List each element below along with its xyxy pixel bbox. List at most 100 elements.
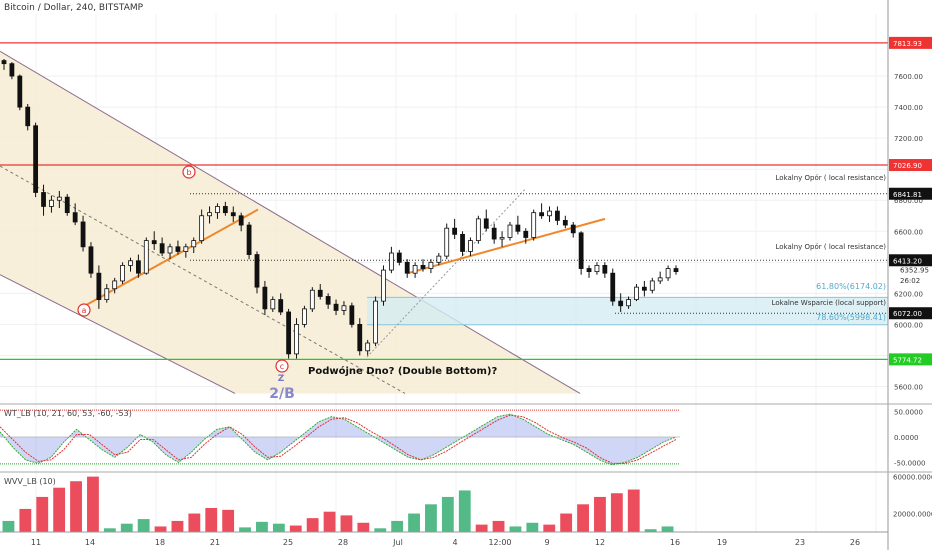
time-tick-label: 23 <box>795 538 805 547</box>
wvv-bar <box>306 518 319 532</box>
candle-body <box>1 60 7 65</box>
price-label-box <box>889 159 932 172</box>
candle-body <box>88 246 94 274</box>
candle-body <box>444 227 450 257</box>
candle-body <box>325 296 331 305</box>
candle-body <box>381 269 386 302</box>
candle-body <box>207 212 212 217</box>
time-tick-label: 4 <box>452 538 457 547</box>
channel-upper-line <box>0 50 581 394</box>
time-tick-label: Jul <box>392 538 403 547</box>
candle-body <box>483 218 489 229</box>
wvv-bar <box>70 481 82 532</box>
price-label-box <box>889 254 932 267</box>
local-resistance-note-1: Lokalny Opór ( local resistance) <box>776 174 887 182</box>
price-label: 26:02 <box>900 277 920 285</box>
candle-body <box>159 243 165 254</box>
candle-body <box>246 224 252 255</box>
price-tick-label: 7600.00 <box>894 73 923 81</box>
price-tick-label: 6200.00 <box>894 290 923 298</box>
price-label: 6072.00 <box>893 310 922 318</box>
price-label: 6413.20 <box>893 257 922 265</box>
candle-body <box>191 240 197 248</box>
wvv-bar <box>492 520 505 532</box>
price-label: 7813.93 <box>893 40 922 48</box>
candle-body <box>365 342 371 352</box>
price-label-box <box>889 307 932 320</box>
wvv-bar <box>205 508 218 532</box>
wvv-bar <box>577 504 589 532</box>
candle-body <box>278 299 284 313</box>
candle-body <box>515 224 521 232</box>
wvv-bar <box>509 526 522 532</box>
wvv-bar <box>103 528 116 532</box>
candle-body <box>673 268 679 273</box>
wvv-bar <box>357 522 370 532</box>
candle-body <box>254 254 260 288</box>
wvv-bar <box>526 522 539 532</box>
candle-body <box>452 227 458 235</box>
candle-body <box>373 300 378 344</box>
candle-body <box>570 224 576 234</box>
price-tick-label: 6800.00 <box>894 197 923 205</box>
time-tick-label: 12 <box>595 538 605 547</box>
wt-area <box>0 414 676 465</box>
candle-body <box>602 265 608 274</box>
candle-body <box>80 221 86 248</box>
wvv-bar <box>391 520 404 532</box>
wvv-bar <box>137 519 150 532</box>
candle-body <box>112 280 118 290</box>
candle-body <box>523 230 529 238</box>
chart-title: Bitcoin / Dollar, 240, BITSTAMP <box>4 3 144 13</box>
wvv-bar <box>36 496 49 532</box>
candle-body <box>143 240 149 274</box>
wt-line-1 <box>0 413 677 466</box>
wave-c-label-circle <box>275 359 289 373</box>
fib-618-label: 61.80%(6174.02) <box>816 282 886 291</box>
fib-786-label: 78.60%(5998.41) <box>816 313 886 322</box>
wt-tick-label: 0.0000 <box>894 434 919 442</box>
candle-body <box>72 212 78 223</box>
candle-body <box>491 227 497 240</box>
candle-body <box>341 305 347 311</box>
wvv-bar <box>627 489 640 532</box>
price-label: 6841.81 <box>893 191 922 199</box>
wvv-bar <box>222 509 235 532</box>
wvv-bar <box>594 496 606 532</box>
candle-body <box>167 246 173 254</box>
candle-body <box>475 218 481 241</box>
wave-2b-label: 2/B <box>269 386 295 402</box>
price-label-box <box>889 36 932 49</box>
candle-body <box>412 265 418 274</box>
time-tick-label: 21 <box>210 538 220 547</box>
double-bottom-note: Podwójne Dno? (Double Bottom)? <box>308 365 497 377</box>
time-tick-label: 11 <box>31 538 41 547</box>
wt-line-2 <box>0 414 677 464</box>
candle-body <box>222 206 228 214</box>
time-tick-label: 16 <box>670 538 680 547</box>
wvv-bar <box>53 487 66 532</box>
candle-body <box>56 196 62 201</box>
candle-body <box>294 323 299 355</box>
wvv-bar <box>272 523 285 532</box>
candle-body <box>641 286 647 291</box>
candle-body <box>9 63 15 77</box>
candle-body <box>17 75 23 108</box>
candle-body <box>64 196 70 214</box>
candle-body <box>262 286 268 310</box>
wvv-tick-label: 20000.0000 <box>893 511 932 519</box>
candle-body <box>349 305 355 325</box>
candle-body <box>657 277 663 282</box>
wvv-bar <box>425 504 437 532</box>
wt-panel-label: WT_LB (10, 21, 60, 53, -60, -53) <box>4 409 132 418</box>
wvv-bar <box>2 520 15 532</box>
candle-body <box>428 261 434 269</box>
candle-body <box>151 240 157 245</box>
candle-body <box>618 300 624 307</box>
candle-body <box>594 265 600 273</box>
candle-body <box>230 212 236 217</box>
local-resistance-note-2: Lokalny Opór ( local resistance) <box>776 243 887 251</box>
price-label: 7026.90 <box>893 162 922 170</box>
candle-body <box>333 303 339 311</box>
